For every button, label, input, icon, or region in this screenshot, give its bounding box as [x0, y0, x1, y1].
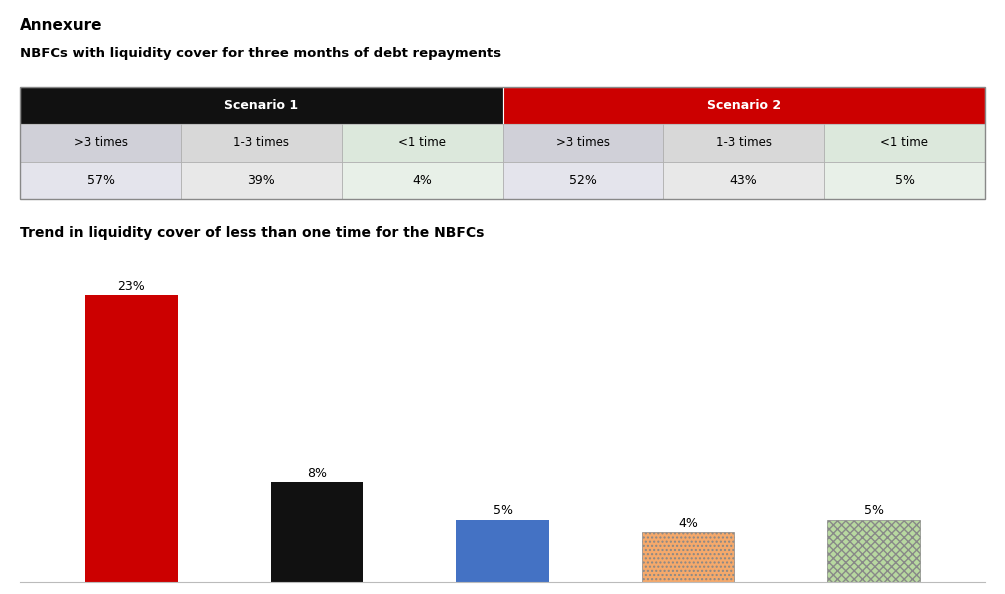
Bar — [502, 124, 663, 162]
Text: 23%: 23% — [118, 280, 146, 293]
Bar — [827, 520, 920, 582]
Text: NBFCs with liquidity cover for three months of debt repayments: NBFCs with liquidity cover for three mon… — [20, 47, 501, 60]
Bar — [502, 162, 663, 199]
Text: 4%: 4% — [412, 174, 432, 187]
Text: 39%: 39% — [247, 174, 275, 187]
Text: Scenario 1: Scenario 1 — [224, 99, 298, 112]
Bar — [342, 124, 502, 162]
Text: <1 time: <1 time — [398, 137, 446, 149]
Bar — [663, 124, 824, 162]
Bar — [181, 124, 342, 162]
Text: Trend in liquidity cover of less than one time for the NBFCs: Trend in liquidity cover of less than on… — [20, 226, 484, 241]
Text: 57%: 57% — [86, 174, 115, 187]
Text: 4%: 4% — [678, 517, 698, 530]
Text: >3 times: >3 times — [556, 137, 610, 149]
Text: Scenario 2: Scenario 2 — [707, 99, 781, 112]
Text: 43%: 43% — [730, 174, 758, 187]
Bar — [20, 162, 181, 199]
Bar — [824, 162, 985, 199]
Bar — [502, 87, 985, 124]
Bar — [20, 87, 985, 199]
Text: <1 time: <1 time — [880, 137, 929, 149]
Text: 8%: 8% — [307, 467, 327, 480]
Bar — [270, 482, 364, 582]
Text: >3 times: >3 times — [73, 137, 128, 149]
Bar — [20, 124, 181, 162]
Bar — [181, 162, 342, 199]
Text: Annexure: Annexure — [20, 18, 103, 33]
Bar — [663, 162, 824, 199]
Bar — [824, 124, 985, 162]
Text: 5%: 5% — [894, 174, 915, 187]
Bar — [342, 162, 502, 199]
Text: 1-3 times: 1-3 times — [233, 137, 289, 149]
Bar — [85, 295, 178, 582]
Bar — [20, 87, 502, 124]
Text: 5%: 5% — [492, 504, 513, 517]
Bar — [641, 532, 735, 582]
Text: 5%: 5% — [863, 504, 883, 517]
Bar — [456, 520, 549, 582]
Text: 52%: 52% — [569, 174, 597, 187]
Text: 1-3 times: 1-3 times — [716, 137, 772, 149]
